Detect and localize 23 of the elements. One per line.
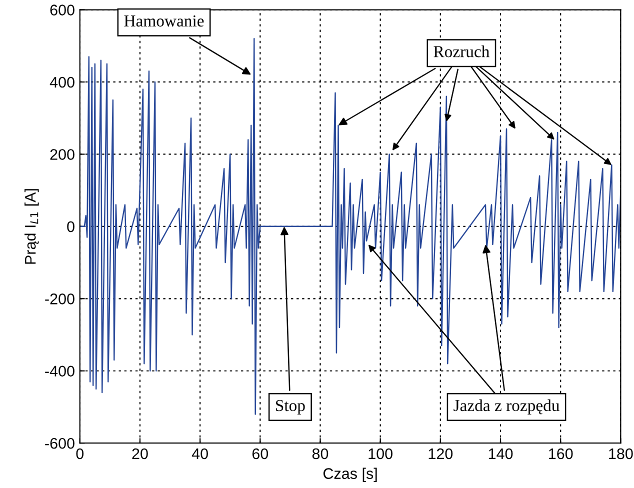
annotation: Rozruch [434, 46, 490, 58]
annotation: Hamowanie [124, 15, 204, 27]
annotation: Stop [276, 400, 305, 415]
x-tick-label: 100 [368, 448, 392, 460]
x-axis-title: Czas [s] [323, 468, 377, 482]
x-tick-label: 80 [312, 448, 328, 460]
y-tick-label: -600 [45, 438, 74, 449]
annotation: Jazda z rozpędu [454, 399, 560, 415]
x-tick-label: 140 [488, 448, 513, 460]
y-tick-label: 400 [50, 76, 74, 88]
x-tick-label: 160 [549, 448, 573, 460]
y-tick-label: 200 [50, 149, 74, 160]
y-tick-label: -200 [45, 294, 74, 304]
y-tick-label: 0 [67, 221, 74, 232]
x-tick-label: 40 [192, 448, 208, 460]
y-axis-title: Prąd I$_{L1}$ [A] [24, 189, 39, 264]
y-tick-label: 600 [50, 4, 74, 16]
y-tick-label: -400 [45, 366, 74, 377]
x-tick-label: 20 [132, 448, 148, 460]
x-tick-label: 60 [252, 448, 268, 460]
x-tick-label: 0 [76, 448, 84, 460]
x-tick-label: 180 [609, 448, 633, 460]
x-tick-label: 120 [428, 448, 453, 460]
